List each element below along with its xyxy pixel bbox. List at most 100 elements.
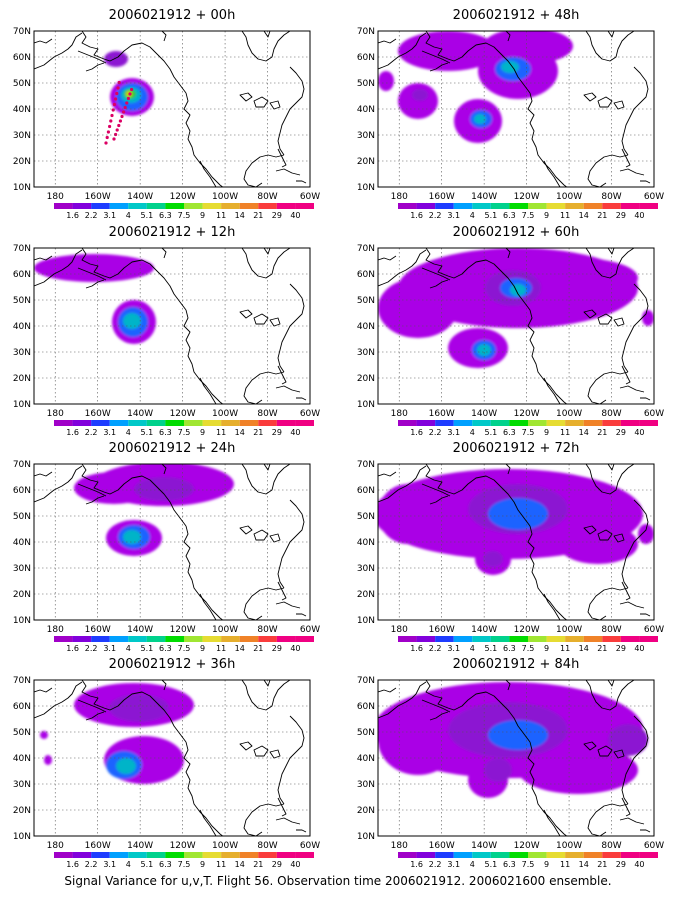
lon-tick-label: 80W (601, 409, 621, 419)
colorbar-swatch (165, 636, 184, 642)
obs-dot (105, 135, 109, 140)
lat-tick-label: 50N (13, 79, 31, 89)
colorbar-swatch (276, 852, 296, 858)
variance-contour (378, 71, 394, 91)
lat-tick-label: 70N (357, 676, 375, 686)
colorbar: 1.6 2.2 3.1 4 5.1 6.3 7.5 9 11 14 21 29 40 (54, 420, 314, 437)
colorbar-swatch (565, 203, 584, 209)
colorbar-swatch (435, 852, 454, 858)
colorbar-swatch (184, 636, 203, 642)
lon-tick-label: 60W (300, 192, 320, 202)
lon-tick-label: 60W (644, 409, 664, 419)
lat-tick-label: 20N (13, 157, 31, 167)
colorbar-swatch (620, 203, 640, 209)
colorbar-label: 1.6 (410, 860, 423, 869)
colorbar-label: 3.1 (447, 644, 460, 653)
map-frame (33, 463, 311, 621)
lat-tick-label: 10N (357, 832, 375, 842)
colorbar: 1.6 2.2 3.1 4 5.1 6.3 7.5 9 11 14 21 29 40 (54, 852, 314, 869)
graticule (34, 31, 310, 187)
obs-dot (114, 132, 118, 137)
lon-tick-label: 60W (300, 625, 320, 635)
colorbar-label: 5.1 (140, 211, 153, 220)
map-frame (33, 679, 311, 837)
lat-tick-label: 50N (13, 728, 31, 738)
colorbar-swatch (184, 420, 203, 426)
colorbar-label: 3.1 (103, 860, 116, 869)
colorbar-swatch (528, 852, 547, 858)
colorbar-swatch (72, 420, 92, 426)
colorbar-label: 40 (634, 428, 644, 437)
colorbar-swatch (91, 420, 110, 426)
colorbar-label: 40 (634, 211, 644, 220)
lon-tick-label: 100W (556, 841, 582, 851)
variance-field (74, 464, 234, 556)
colorbar-label: 6.3 (159, 644, 172, 653)
obs-dot (110, 113, 114, 118)
obs-dot (115, 128, 119, 132)
colorbar-swatch (202, 852, 222, 858)
lat-tick-label: 40N (13, 105, 31, 115)
lat-tick-label: 30N (13, 348, 31, 358)
lon-tick-label: 120W (514, 841, 540, 851)
lat-tick-label: 50N (357, 79, 375, 89)
lat-tick-label: 60N (357, 270, 375, 280)
lon-tick-label: 80W (257, 192, 277, 202)
colorbar: 1.6 2.2 3.1 4 5.1 6.3 7.5 9 11 14 21 29 40 (54, 636, 314, 653)
colorbar-swatch (109, 636, 129, 642)
colorbar-label: 11 (560, 644, 570, 653)
colorbar-swatch (416, 203, 436, 209)
lat-tick-label: 20N (357, 157, 375, 167)
lon-tick-label: 80W (257, 841, 277, 851)
variance-field (378, 469, 654, 575)
colorbar-label: 2.2 (429, 860, 442, 869)
lon-tick-label: 180 (47, 409, 64, 419)
colorbar-label: 21 (597, 428, 607, 437)
colorbar-swatch (490, 203, 510, 209)
colorbar-swatch (398, 636, 417, 642)
lat-tick-label: 70N (357, 460, 375, 470)
colorbar-label: 14 (579, 644, 589, 653)
lat-tick-label: 60N (13, 702, 31, 712)
variance-contour (501, 61, 519, 73)
obs-dot (108, 124, 112, 129)
lon-tick-label: 140W (471, 192, 497, 202)
lat-tick-label: 70N (357, 244, 375, 254)
colorbar-label: 4 (126, 860, 131, 869)
lat-tick-label: 40N (13, 322, 31, 332)
colorbar-label: 1.6 (410, 211, 423, 220)
lat-tick-label: 30N (357, 131, 375, 141)
panel-title: 2006021912 + 24h (109, 441, 236, 456)
colorbar-swatch (72, 852, 92, 858)
colorbar-label: 4 (126, 211, 131, 220)
colorbar-label: 40 (290, 644, 300, 653)
lon-tick-label: 100W (556, 409, 582, 419)
lat-tick-label: 30N (13, 131, 31, 141)
colorbar-label: 4 (470, 428, 475, 437)
lon-tick-label: 60W (644, 192, 664, 202)
panel-title: 2006021912 + 36h (109, 657, 236, 672)
lat-tick-label: 40N (357, 322, 375, 332)
colorbar: 1.6 2.2 3.1 4 5.1 6.3 7.5 9 11 14 21 29 40 (398, 420, 658, 437)
lon-tick-label: 140W (471, 409, 497, 419)
obs-dot (115, 91, 119, 96)
colorbar-label: 7.5 (522, 860, 535, 869)
colorbar-swatch (435, 203, 454, 209)
lat-tick-label: 20N (13, 590, 31, 600)
colorbar-swatch (54, 420, 73, 426)
colorbar-label: 9 (544, 211, 549, 220)
variance-contour (116, 758, 136, 774)
lon-tick-label: 80W (601, 625, 621, 635)
colorbar-swatch (528, 203, 547, 209)
obs-dot (117, 80, 121, 85)
colorbar-swatch (239, 420, 259, 426)
map-panel: 2006021912 + 36h 10N 20N 30N 40N 50N 60N 70N 180… (13, 657, 320, 869)
lat-tick-label: 50N (13, 512, 31, 522)
lon-tick-label: 140W (127, 409, 153, 419)
variance-contour (398, 31, 498, 71)
colorbar-label: 2.2 (85, 644, 98, 653)
colorbar-swatch (490, 852, 510, 858)
colorbar-label: 3.1 (103, 428, 116, 437)
lon-tick-label: 140W (471, 841, 497, 851)
